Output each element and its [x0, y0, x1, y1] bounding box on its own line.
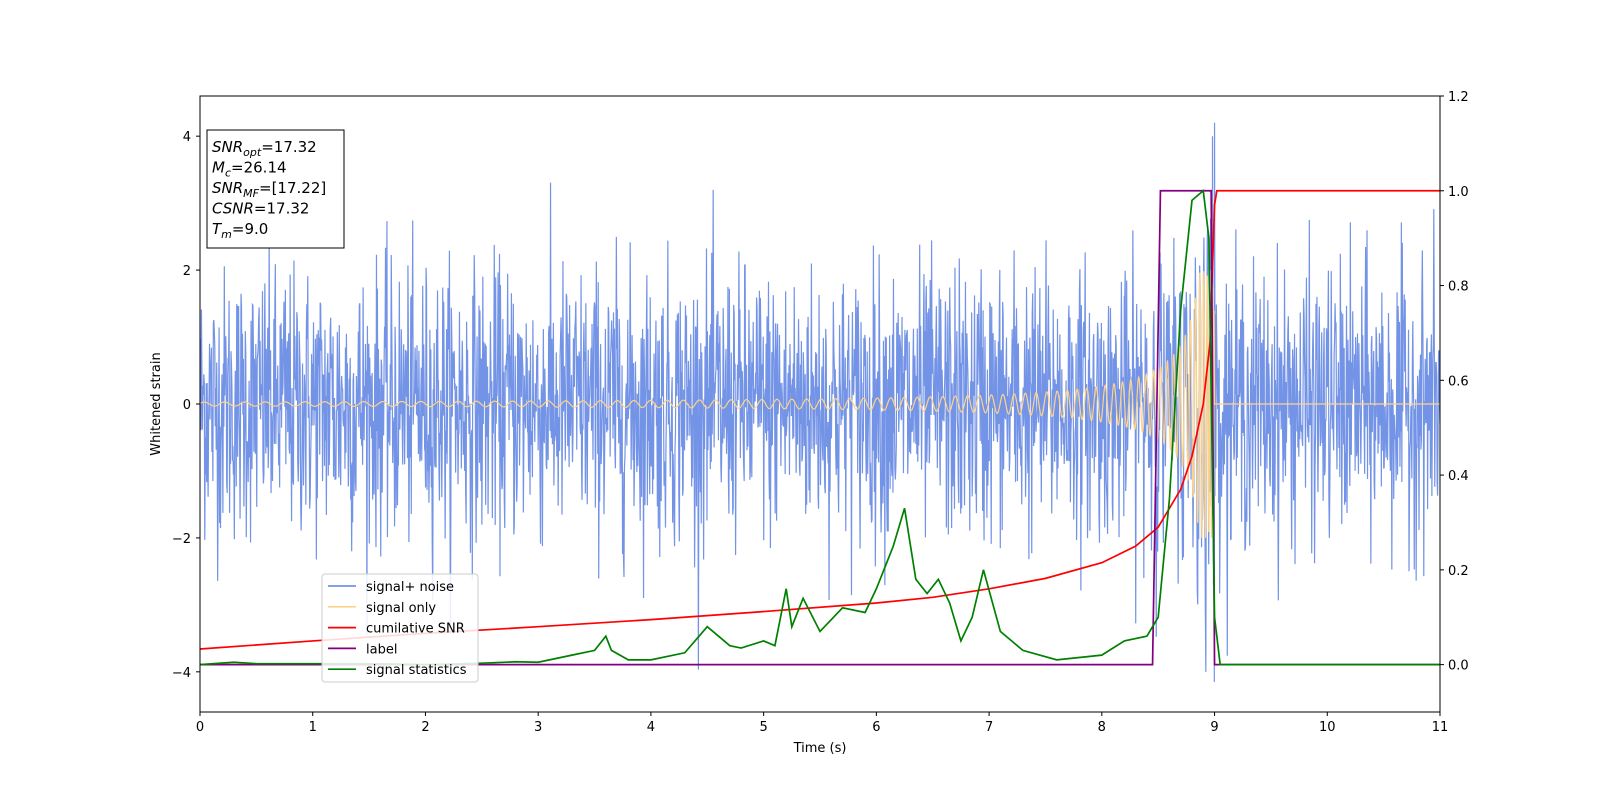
legend: signal+ noise signal only cumilative SNR la…	[321, 573, 479, 683]
y-tick-label-right: 1.2	[1448, 90, 1469, 105]
x-tick-label: 8	[1098, 720, 1106, 735]
legend-frame	[321, 573, 479, 683]
series-signal-plus-noise	[200, 122, 1440, 682]
y-axis-left: −4 −2 0 2 4	[172, 130, 200, 681]
y-tick-label-left: −4	[172, 666, 191, 681]
series-cumilative-snr	[200, 189, 1440, 650]
legend-label: cumilative SNR	[366, 622, 465, 637]
info-line: Tm=9.0	[212, 220, 268, 241]
info-line: CSNR=17.32	[212, 200, 309, 218]
y-tick-label-right: 1.0	[1448, 185, 1469, 200]
x-tick-label: 0	[196, 720, 204, 735]
y-axis-right: 0.0 0.2 0.4 0.6 0.8 1.0 1.2	[1440, 90, 1469, 674]
x-tick-label: 1	[309, 720, 317, 735]
y-tick-label-right: 0.4	[1448, 469, 1469, 484]
y-tick-label-right: 0.8	[1448, 280, 1469, 295]
y-tick-label-left: 0	[183, 398, 191, 413]
legend-label: label	[366, 642, 397, 657]
info-line: SNRMF=[17.22]	[212, 179, 326, 200]
x-tick-label: 2	[421, 720, 429, 735]
x-axis: 0 1 2 3 4 5 6 7 8 9 10 11	[196, 712, 1448, 735]
info-box-frame	[206, 129, 345, 249]
y-axis-label: Whitened strain	[149, 352, 164, 455]
y-tick-label-left: 2	[183, 264, 191, 279]
series-layer	[200, 122, 1440, 682]
x-tick-label: 7	[985, 720, 993, 735]
x-axis-label: Time (s)	[793, 741, 847, 756]
x-tick-label: 5	[759, 720, 767, 735]
x-tick-label: 11	[1432, 720, 1449, 735]
x-tick-label: 9	[1210, 720, 1218, 735]
info-box: SNRopt=17.32Mc=26.14SNRMF=[17.22]CSNR=17…	[206, 129, 345, 249]
legend-label: signal+ noise	[366, 580, 454, 595]
x-tick-label: 10	[1319, 720, 1336, 735]
x-tick-label: 6	[872, 720, 880, 735]
y-tick-label-right: 0.2	[1448, 564, 1469, 579]
series-signal-only	[200, 270, 1440, 538]
series-signal-statistics	[200, 189, 1440, 666]
y-tick-label-right: 0.6	[1448, 374, 1469, 389]
y-tick-label-left: 4	[183, 130, 191, 145]
x-tick-label: 3	[534, 720, 542, 735]
info-line: SNRopt=17.32	[212, 138, 317, 159]
info-line: Mc=26.14	[212, 159, 287, 180]
legend-label: signal statistics	[366, 663, 467, 678]
legend-label: signal only	[366, 601, 436, 616]
y-tick-label-left: −2	[172, 532, 191, 547]
y-tick-label-right: 0.0	[1448, 659, 1469, 674]
x-tick-label: 4	[647, 720, 655, 735]
